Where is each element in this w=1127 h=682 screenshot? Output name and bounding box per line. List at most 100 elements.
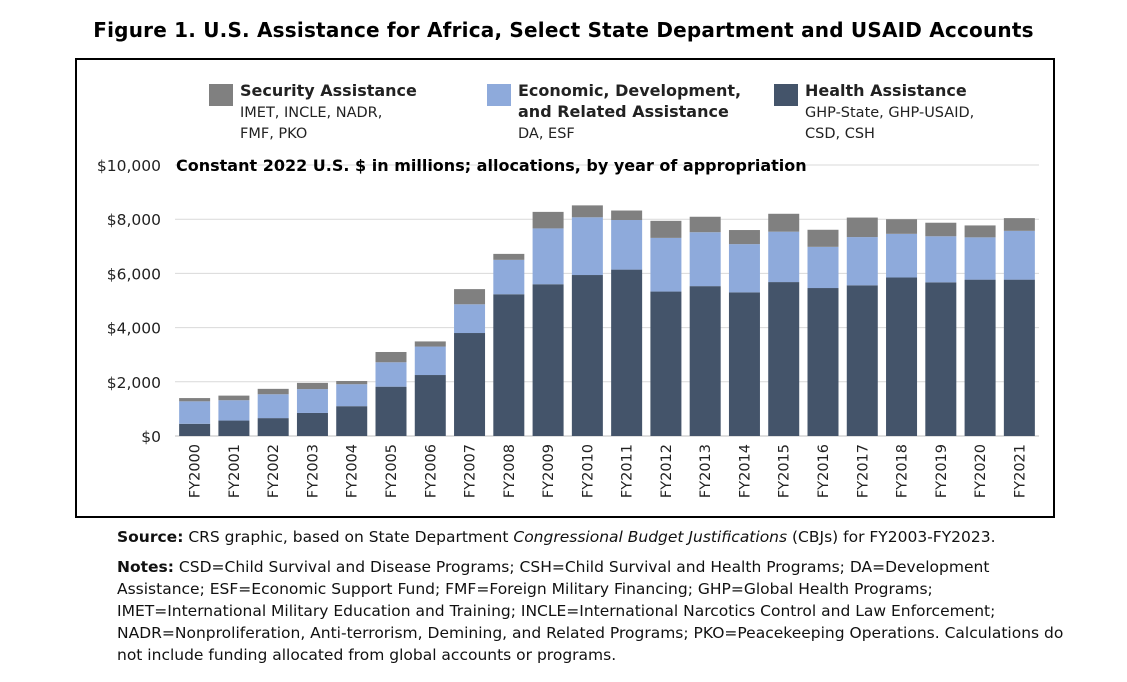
chart-frame: $0 $2,000 $4,000 $6,000 $8,000 $10,000 Securi… <box>75 58 1055 518</box>
bar-segment <box>650 237 682 292</box>
legend-text: and Related Assistance <box>518 102 729 121</box>
y-tick-label: $10,000 <box>97 157 161 175</box>
bar-segment <box>375 362 407 387</box>
x-tick-label: FY2017 <box>855 444 871 498</box>
x-tick-label: FY2018 <box>895 444 911 498</box>
bar-segment <box>689 232 721 287</box>
legend-text: CSD, CSH <box>805 126 875 142</box>
y-tick-label: $6,000 <box>107 265 161 283</box>
bar-segment <box>375 386 407 436</box>
bar-segment <box>886 277 918 436</box>
x-tick-label: FY2019 <box>934 444 950 498</box>
x-tick-label: FY2009 <box>541 444 557 498</box>
bar-segment <box>493 259 525 295</box>
bar-segment <box>179 423 211 436</box>
x-tick-label: FY2001 <box>227 444 243 498</box>
bar-segment <box>650 291 682 436</box>
bar-segment <box>728 292 760 436</box>
legend-text: FMF, PKO <box>240 126 307 142</box>
bar-segment <box>414 375 446 436</box>
chart-subtitle: Constant 2022 U.S. $ in millions; alloca… <box>176 156 807 175</box>
source-text-1: CRS graphic, based on State Department <box>188 528 514 546</box>
bar-segment <box>650 220 682 238</box>
bar-segment <box>886 233 918 278</box>
x-tick-label: FY2006 <box>423 444 439 498</box>
x-tick-label: FY2003 <box>305 444 321 498</box>
bar-segment <box>336 384 368 407</box>
legend-item: Security Assistance IMET, INCLE, NADR, FMF… <box>209 81 417 142</box>
figure-title: Figure 1. U.S. Assistance for Africa, Se… <box>93 18 1034 42</box>
x-tick-label: FY2008 <box>502 444 518 498</box>
x-tick-label: FY2004 <box>345 444 361 498</box>
bar-segment <box>1003 218 1035 231</box>
y-tick-label: $2,000 <box>107 374 161 392</box>
bar-segment <box>964 237 996 280</box>
bar-segment <box>257 388 289 395</box>
x-tick-label: FY2010 <box>580 444 596 498</box>
bar-segment <box>218 420 250 436</box>
bar-segment <box>807 246 839 289</box>
x-tick-label: FY2000 <box>188 444 204 498</box>
bar-segment <box>1003 279 1035 436</box>
bar-segment <box>807 229 839 247</box>
y-tick-label: $0 <box>141 428 161 446</box>
x-tick-label: FY2005 <box>384 444 400 498</box>
x-tick-label: FY2016 <box>816 444 832 498</box>
legend-text: GHP-State, GHP-USAID, <box>805 105 974 121</box>
legend-item: Health Assistance GHP-State, GHP-USAID, CS… <box>774 81 974 142</box>
bar-segment <box>846 237 878 286</box>
bar-segment <box>571 217 603 276</box>
bar-segment <box>336 380 368 385</box>
bar-segment <box>689 286 721 436</box>
bar-segment <box>689 216 721 233</box>
legend-swatch <box>209 84 233 106</box>
bar-segment <box>611 220 643 270</box>
bar-segment <box>257 394 289 419</box>
notes-text: CSD=Child Survival and Disease Programs;… <box>117 558 1064 664</box>
x-tick-label: FY2007 <box>463 444 479 498</box>
y-tick-label: $8,000 <box>107 211 161 229</box>
bar-segment <box>532 228 564 285</box>
bar-segment <box>1003 230 1035 280</box>
x-tick-label: FY2002 <box>266 444 282 498</box>
bar-segment <box>925 222 957 237</box>
bar-segment <box>218 400 250 421</box>
bar-segment <box>296 389 328 413</box>
bar-segment <box>454 333 486 436</box>
legend-text: DA, ESF <box>518 126 575 142</box>
source-text-2: (CBJs) for FY2003-FY2023. <box>787 528 996 546</box>
x-tick-label: FY2011 <box>620 444 636 498</box>
bar-segment <box>532 284 564 436</box>
bar-segment <box>846 285 878 436</box>
bar-segment <box>964 279 996 436</box>
x-tick-label: FY2021 <box>1012 444 1028 498</box>
bar-segment <box>257 418 289 436</box>
x-tick-label: FY2015 <box>777 444 793 498</box>
bar-segment <box>375 351 407 363</box>
bar-segment <box>296 412 328 436</box>
bar-segment <box>925 236 957 283</box>
bar-segment <box>454 304 486 334</box>
legend-text: IMET, INCLE, NADR, <box>240 105 382 121</box>
bar-segment <box>768 231 800 283</box>
bar-segment <box>728 244 760 293</box>
bar-segment <box>611 210 643 221</box>
x-tick-label: FY2014 <box>737 444 753 498</box>
legend-swatch <box>774 84 798 106</box>
bar-segment <box>964 225 996 238</box>
legend-swatch <box>487 84 511 106</box>
stacked-bar-chart: $0 $2,000 $4,000 $6,000 $8,000 $10,000 Securi… <box>97 81 1039 498</box>
bar-segment <box>414 346 446 376</box>
legend-text: Economic, Development, <box>518 81 741 100</box>
bar-segment <box>768 282 800 436</box>
notes-label: Notes: <box>117 558 174 576</box>
bar-segment <box>768 213 800 232</box>
bar-segment <box>532 211 564 229</box>
bar-segment <box>571 205 603 218</box>
bar-segment <box>807 288 839 436</box>
bar-segment <box>218 395 250 401</box>
x-tick-label: FY2020 <box>973 444 989 498</box>
source-note: Source: CRS graphic, based on State Depa… <box>117 526 1077 548</box>
bar-segment <box>336 406 368 436</box>
bar-segment <box>493 253 525 260</box>
